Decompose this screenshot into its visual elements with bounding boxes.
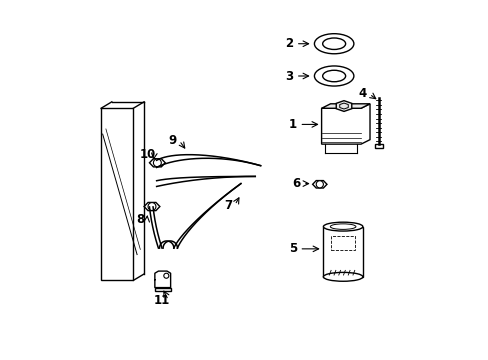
Polygon shape — [312, 181, 326, 188]
Polygon shape — [336, 101, 351, 111]
Text: 9: 9 — [168, 134, 177, 147]
Bar — [323, 226, 362, 277]
Text: 7: 7 — [224, 199, 232, 212]
Text: 4: 4 — [358, 87, 366, 100]
Text: 10: 10 — [139, 148, 156, 161]
Bar — [375, 144, 382, 148]
Circle shape — [153, 159, 161, 167]
Text: 5: 5 — [288, 242, 296, 255]
Polygon shape — [149, 159, 165, 167]
Circle shape — [148, 203, 156, 211]
Circle shape — [316, 181, 323, 188]
Text: 8: 8 — [136, 213, 144, 226]
Text: 6: 6 — [292, 177, 300, 190]
Ellipse shape — [323, 222, 362, 231]
Polygon shape — [144, 202, 160, 211]
Bar — [330, 236, 354, 250]
Text: 11: 11 — [154, 294, 170, 307]
Text: 3: 3 — [285, 69, 293, 82]
Polygon shape — [321, 104, 369, 108]
Ellipse shape — [323, 273, 362, 281]
Polygon shape — [321, 104, 369, 144]
Text: 2: 2 — [285, 37, 293, 50]
Bar — [155, 288, 170, 291]
Text: 1: 1 — [288, 118, 296, 131]
